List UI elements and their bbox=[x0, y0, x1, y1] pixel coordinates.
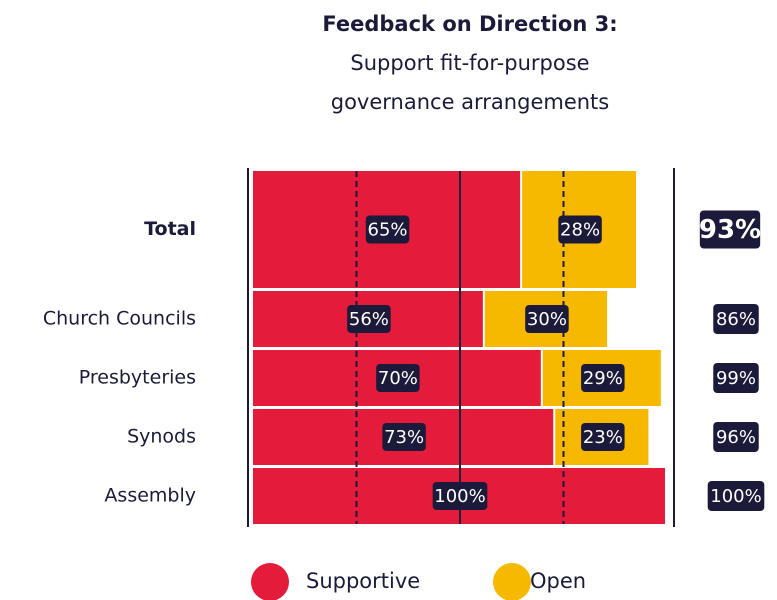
total-box bbox=[713, 304, 759, 334]
value-label-box bbox=[581, 423, 625, 451]
value-label-box bbox=[347, 305, 391, 333]
legend-swatch bbox=[493, 563, 531, 600]
category-label: Total bbox=[144, 218, 196, 240]
value-label: 65% bbox=[368, 220, 408, 241]
value-label: 28% bbox=[560, 220, 600, 241]
value-label: 29% bbox=[583, 368, 623, 389]
total-box bbox=[699, 210, 761, 249]
legend-label: Open bbox=[530, 569, 586, 593]
value-label-box bbox=[365, 215, 410, 244]
value-label: 70% bbox=[378, 368, 418, 389]
category-label: Assembly bbox=[104, 485, 196, 507]
total-label: 100% bbox=[710, 486, 761, 507]
total-box bbox=[713, 363, 759, 393]
total-label: 86% bbox=[716, 309, 756, 330]
legend-swatch bbox=[251, 563, 289, 600]
category-label: Church Councils bbox=[43, 308, 196, 330]
value-label-box bbox=[558, 215, 602, 244]
value-label: 73% bbox=[384, 427, 424, 448]
legend-label: Supportive bbox=[306, 569, 420, 593]
value-label: 56% bbox=[349, 309, 389, 330]
total-label: 93% bbox=[699, 215, 761, 245]
category-label: Presbyteries bbox=[79, 367, 196, 389]
value-label-box bbox=[581, 364, 625, 392]
chart-title: Feedback on Direction 3: bbox=[322, 12, 617, 36]
value-label-box bbox=[376, 364, 420, 392]
total-label: 96% bbox=[716, 427, 756, 448]
value-label: 23% bbox=[583, 427, 623, 448]
category-label: Synods bbox=[127, 426, 196, 448]
chart-subtitle: governance arrangements bbox=[331, 90, 609, 114]
total-box bbox=[707, 481, 765, 511]
chart-subtitle: Support fit-for-purpose bbox=[350, 51, 589, 75]
value-label-box bbox=[432, 482, 488, 510]
total-label: 99% bbox=[716, 368, 756, 389]
value-label: 30% bbox=[527, 309, 567, 330]
total-box bbox=[713, 422, 759, 452]
value-label-box bbox=[382, 423, 426, 451]
value-label-box bbox=[525, 305, 569, 333]
value-label: 100% bbox=[434, 486, 485, 507]
